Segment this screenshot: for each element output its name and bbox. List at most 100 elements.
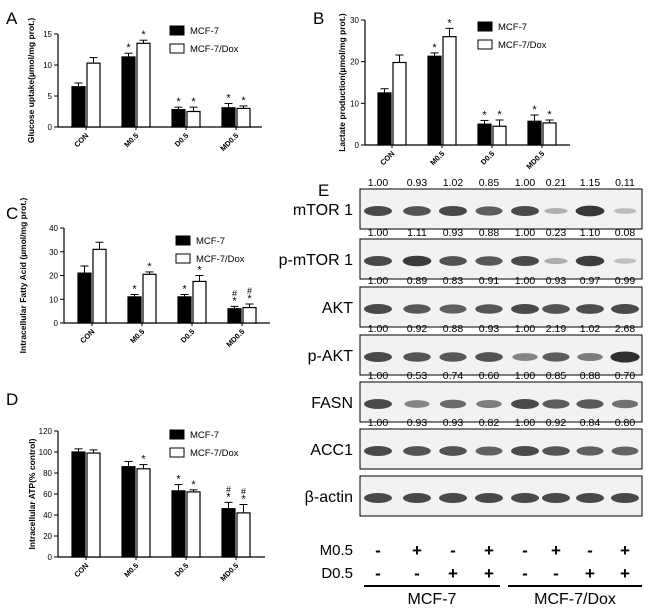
legend-swatch — [477, 21, 493, 32]
densitometry-value: 1.00 — [368, 227, 389, 239]
blot-band — [542, 304, 570, 314]
significance-star: * — [447, 17, 452, 29]
blot-band — [544, 207, 568, 215]
blot-band — [575, 255, 605, 267]
panel-label-e: E — [318, 181, 329, 200]
blot-band — [439, 256, 467, 266]
densitometry-value: 1.00 — [515, 323, 536, 335]
densitometry-value: 1.00 — [515, 370, 536, 382]
bar — [221, 508, 236, 558]
treatment-sign: + — [448, 564, 458, 583]
legend-label: MCF-7/Dox — [190, 448, 239, 459]
blot-band — [512, 353, 538, 361]
blot-row-label: mTOR 1 — [293, 202, 353, 219]
densitometry-value: 0.91 — [479, 275, 500, 287]
blot-band — [576, 399, 604, 409]
blot-band — [611, 399, 639, 409]
blot-band — [404, 400, 430, 408]
blot-band — [439, 493, 467, 503]
significance-star: * — [126, 42, 131, 54]
bar — [142, 273, 157, 324]
treatment-sign: - — [375, 541, 381, 560]
bar — [171, 490, 186, 558]
bar — [542, 122, 557, 146]
blot-band — [439, 352, 467, 362]
densitometry-value: 1.00 — [368, 177, 389, 189]
densitometry-value: 1.02 — [580, 323, 601, 335]
treatment-sign: + — [620, 541, 630, 560]
y-tick-label: 60 — [43, 490, 52, 499]
bar — [136, 42, 151, 128]
treatment-sign: - — [450, 541, 456, 560]
bar — [92, 248, 107, 324]
group-label: MCF-7/Dox — [534, 591, 616, 608]
densitometry-value: 1.00 — [368, 275, 389, 287]
x-tick-label: MD0.5 — [218, 561, 240, 583]
blot-band — [403, 352, 431, 362]
blot-band — [475, 256, 503, 266]
blot-band — [542, 352, 570, 362]
bar — [236, 512, 251, 558]
legend-swatch — [169, 43, 185, 54]
blot-band — [511, 256, 539, 266]
bar — [171, 109, 186, 128]
densitometry-value: 0.85 — [479, 177, 500, 189]
x-tick-label: M0.5 — [128, 327, 146, 345]
y-tick-label: 40 — [43, 511, 52, 520]
legend-swatch — [477, 39, 493, 50]
densitometry-value: 2.68 — [615, 323, 636, 335]
blot-row-label: ACC1 — [310, 442, 353, 459]
blot-band — [364, 399, 392, 409]
x-tick-label: D0.5 — [173, 131, 191, 149]
legend-label: MCF-7 — [196, 236, 225, 247]
blot-band — [542, 399, 570, 409]
densitometry-value: 0.70 — [615, 370, 636, 382]
blot-band — [403, 493, 431, 503]
densitometry-value: 1.00 — [515, 417, 536, 429]
blot-row-label: AKT — [322, 300, 353, 317]
blot-band — [542, 446, 570, 456]
significance-hash: # — [226, 484, 231, 494]
y-tick-label: 10 — [350, 99, 359, 108]
significance-star: * — [226, 491, 231, 503]
panel-label-a: A — [6, 9, 18, 28]
bar — [127, 296, 142, 324]
blot-band — [475, 304, 503, 314]
y-tick-label: 0 — [48, 123, 53, 132]
significance-star: * — [141, 454, 146, 466]
y-axis-title: Intracellular ATP(% control) — [27, 438, 37, 549]
treatment-sign: + — [484, 541, 494, 560]
blot-band — [611, 304, 639, 314]
bar — [186, 110, 201, 128]
blot-band — [542, 493, 570, 503]
y-axis-title: Lactate production(µmol/mg prot.) — [337, 13, 347, 152]
legend-swatch — [169, 25, 185, 36]
legend-swatch — [175, 253, 191, 264]
bar — [492, 125, 507, 146]
densitometry-value: 0.99 — [615, 275, 636, 287]
legend-swatch — [169, 429, 185, 440]
densitometry-value: 1.00 — [515, 177, 536, 189]
bar — [377, 92, 392, 146]
densitometry-value: 0.74 — [443, 370, 464, 382]
bar — [86, 452, 101, 558]
blot-band — [403, 206, 431, 216]
treatment-label: M0.5 — [320, 542, 353, 559]
treatment-sign: + — [620, 564, 630, 583]
densitometry-value: 0.60 — [479, 370, 500, 382]
y-tick-label: 40 — [49, 224, 58, 233]
blot-band — [439, 304, 467, 314]
bar — [121, 56, 136, 128]
y-tick-label: 20 — [43, 532, 52, 541]
significance-star: * — [232, 295, 237, 307]
significance-star: * — [191, 479, 196, 491]
blot-band — [611, 493, 639, 503]
treatment-label: D0.5 — [321, 565, 353, 582]
x-tick-label: MD0.5 — [524, 149, 546, 171]
significance-hash: # — [241, 487, 246, 497]
densitometry-value: 0.23 — [546, 227, 567, 239]
densitometry-value: 1.11 — [407, 227, 427, 239]
treatment-sign: - — [414, 564, 420, 583]
blot-band — [402, 255, 432, 267]
significance-star: * — [132, 284, 137, 296]
